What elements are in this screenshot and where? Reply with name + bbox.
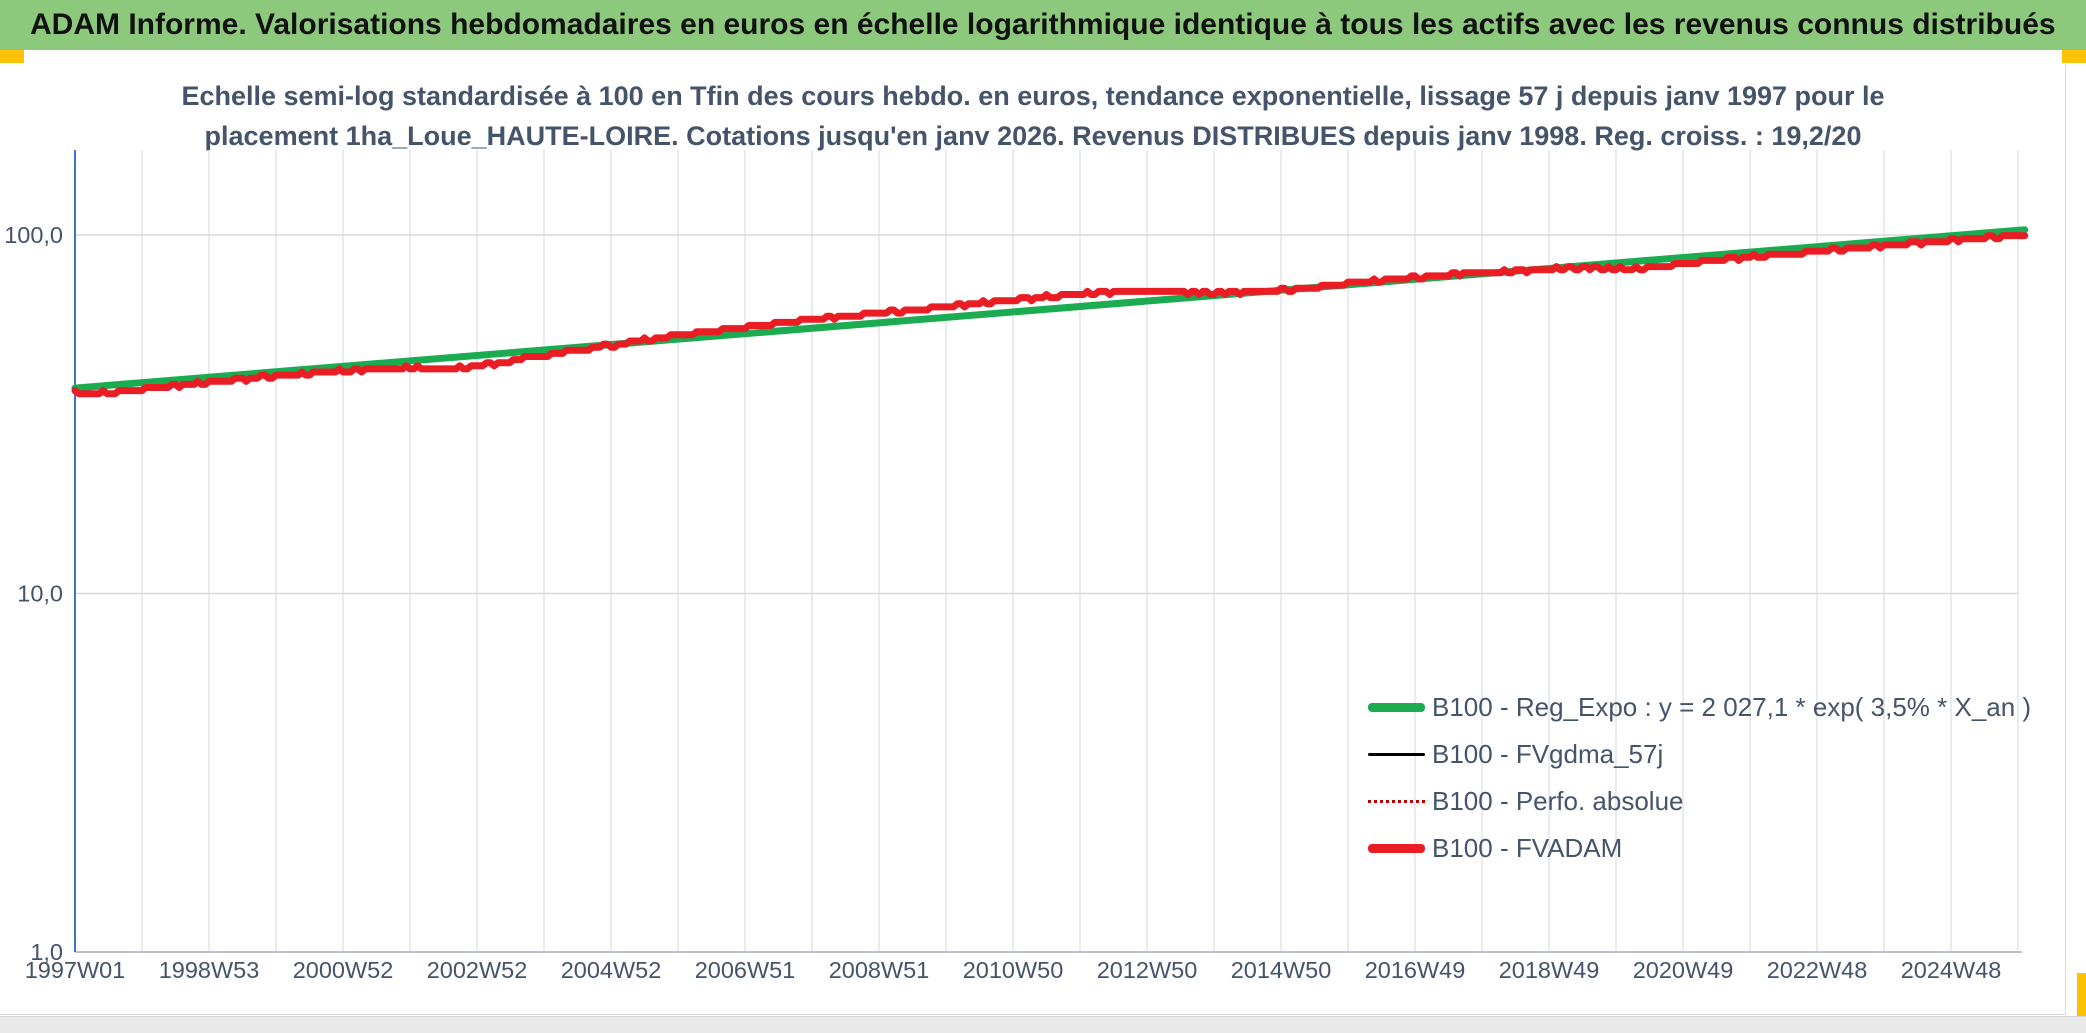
legend-swatch-dotted-red-line <box>1368 800 1425 803</box>
legend-label: B100 - FVgdma_57j <box>1432 739 1664 769</box>
x-axis-tick-label: 2018W49 <box>1499 957 1600 983</box>
x-axis-tick-label: 2000W52 <box>293 957 394 983</box>
gold-accent-top-right <box>2062 50 2086 63</box>
x-axis-tick-label: 2024W48 <box>1901 957 2002 983</box>
legend-item-fvgdma[interactable]: B100 - FVgdma_57j <box>1368 731 2031 778</box>
series-line-3 <box>71 232 2029 398</box>
chart-legend: B100 - Reg_Expo : y = 2 027,1 * exp( 3,5… <box>1368 684 2031 872</box>
x-axis-tick-label: 2012W50 <box>1097 957 1198 983</box>
x-axis-tick-label: 1997W01 <box>25 957 126 983</box>
x-axis-tick-label: 2010W50 <box>963 957 1064 983</box>
legend-label: B100 - Reg_Expo : y = 2 027,1 * exp( 3,5… <box>1432 692 2032 722</box>
legend-label: B100 - FVADAM <box>1432 833 1623 863</box>
x-axis-tick-label: 1998W53 <box>159 957 260 983</box>
legend-swatch-black-line <box>1368 752 1425 757</box>
gold-accent-top-left <box>0 50 24 63</box>
x-axis-tick-label: 2022W48 <box>1767 957 1868 983</box>
chart-frame <box>0 63 2066 1015</box>
y-axis-tick-label: 1,0 <box>30 939 63 965</box>
chart-title: Echelle semi-log standardisée à 100 en T… <box>0 76 2066 156</box>
legend-swatch-green-line <box>1368 703 1425 712</box>
x-axis-tick-label: 2016W49 <box>1365 957 1466 983</box>
legend-label: B100 - Perfo. absolue <box>1432 786 1684 816</box>
chart-title-line1: Echelle semi-log standardisée à 100 en T… <box>181 81 1885 111</box>
bottom-strip <box>0 1016 2086 1033</box>
x-axis-tick-label: 2002W52 <box>427 957 528 983</box>
x-axis-tick-label: 2014W50 <box>1231 957 1332 983</box>
x-axis-tick-label: 2006W51 <box>695 957 796 983</box>
x-axis-tick-label: 2020W49 <box>1633 957 1734 983</box>
legend-item-perfo-absolue[interactable]: B100 - Perfo. absolue <box>1368 778 2031 825</box>
chart-title-line2: placement 1ha_Loue_HAUTE-LOIRE. Cotation… <box>204 121 1862 151</box>
legend-item-fvadam[interactable]: B100 - FVADAM <box>1368 825 2031 872</box>
gold-accent-right-bar <box>2077 973 2086 1019</box>
y-axis-tick-label: 10,0 <box>17 581 63 607</box>
legend-item-reg-expo[interactable]: B100 - Reg_Expo : y = 2 027,1 * exp( 3,5… <box>1368 684 2031 731</box>
banner-title: ADAM Informe. Valorisations hebdomadaire… <box>0 0 2086 50</box>
series-line-0 <box>71 226 2029 392</box>
x-axis-tick-label: 2004W52 <box>561 957 662 983</box>
x-axis-tick-label: 2008W51 <box>829 957 930 983</box>
y-axis-tick-label: 100,0 <box>4 222 63 248</box>
legend-swatch-red-line <box>1368 844 1425 853</box>
